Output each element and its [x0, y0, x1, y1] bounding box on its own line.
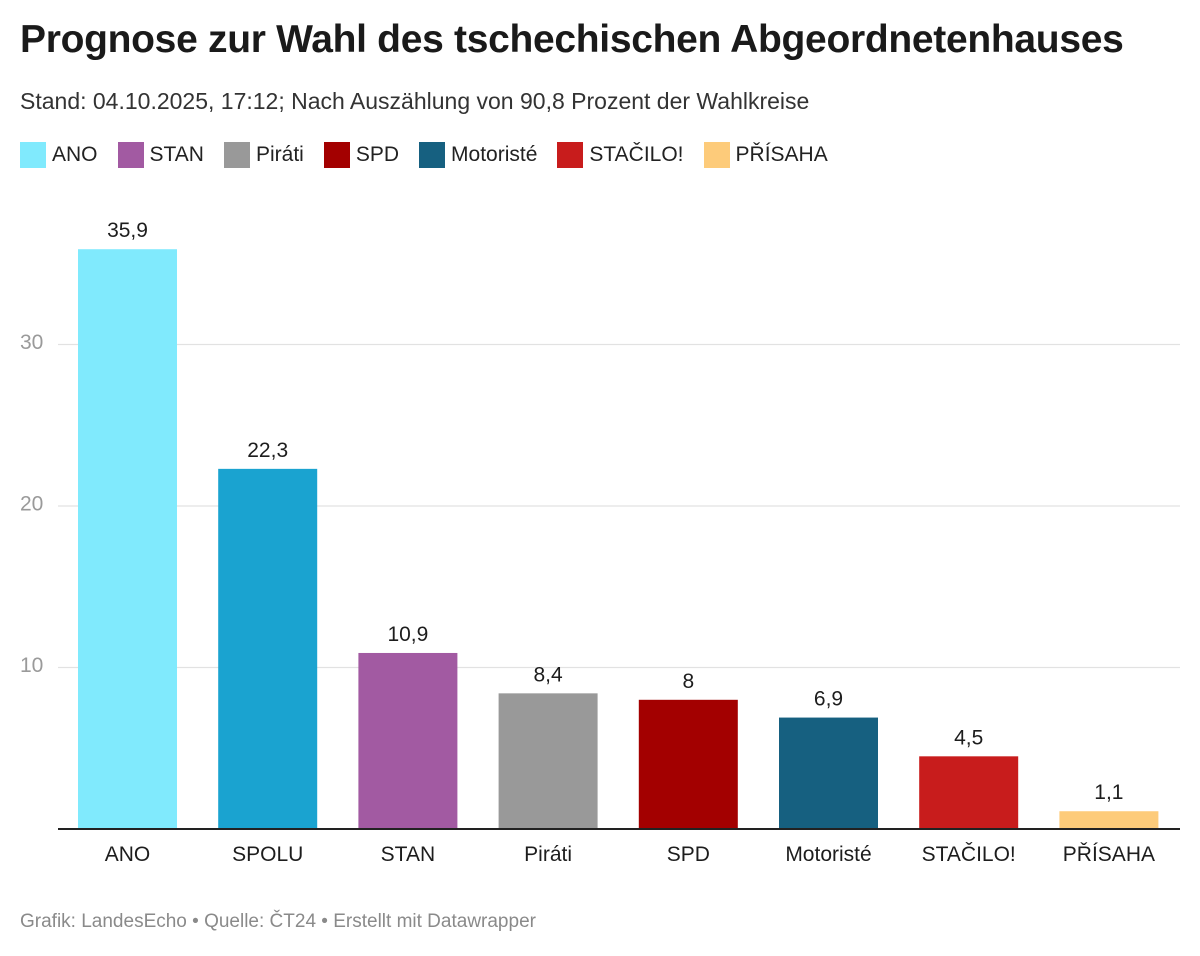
x-tick-label: STAN [381, 843, 435, 866]
legend-label: ANO [52, 143, 98, 166]
x-tick-label: SPOLU [232, 843, 303, 866]
bar-value-label: 35,9 [107, 219, 148, 242]
bar-value-label: 8 [682, 670, 694, 693]
legend-item: Motoristé [419, 142, 537, 168]
chart-title: Prognose zur Wahl des tschechischen Abge… [20, 18, 1124, 61]
bar-value-label: 6,9 [814, 688, 843, 711]
bar [779, 717, 878, 829]
bar [218, 468, 318, 829]
bar [358, 652, 458, 829]
legend-swatch [419, 142, 446, 168]
y-tick-label: 10 [20, 654, 43, 677]
bar [498, 693, 598, 829]
bar-value-label: 4,5 [954, 726, 983, 749]
legend-label: Piráti [255, 143, 304, 166]
legend-swatch [703, 142, 730, 168]
legend-label: PŘÍSAHA [735, 143, 828, 166]
x-tick-label: SPD [667, 843, 710, 866]
legend-swatch [117, 142, 144, 168]
y-tick-label: 30 [20, 331, 43, 354]
legend-item: STAN [117, 142, 204, 168]
bar [1059, 811, 1159, 829]
legend-swatch [323, 142, 350, 168]
legend-swatch [223, 142, 250, 168]
bar-value-label: 1,1 [1094, 781, 1123, 804]
chart-subtitle: Stand: 04.10.2025, 17:12; Nach Auszählun… [20, 88, 810, 114]
bar-value-label: 8,4 [533, 663, 563, 686]
legend-item: SPD [323, 142, 400, 168]
legend-label: STAČILO! [589, 143, 684, 166]
legend-label: SPD [355, 143, 400, 166]
bar [919, 756, 1019, 829]
x-tick-label: ANO [105, 843, 151, 866]
x-tick-label: STAČILO! [922, 843, 1016, 866]
x-tick-label: Piráti [524, 843, 572, 866]
legend-label: Motoristé [451, 143, 538, 166]
legend-item: PŘÍSAHA [703, 142, 828, 168]
legend: ANO STAN Piráti SPD Motoristé STAČILO! PŘÍSAHA [20, 142, 828, 168]
bar-chart: 10 20 30 35,9 ANO 22,3 SPOLU 10,9 STAN 8,4 Piráti 8… [20, 219, 1180, 866]
legend-label: STAN [149, 143, 204, 166]
bar [78, 249, 177, 830]
legend-item: Piráti [223, 142, 304, 168]
y-tick-label: 20 [20, 493, 43, 516]
legend-item: STAČILO! [557, 142, 684, 168]
source-credit: Grafik: LandesEcho • Quelle: ČT24 • Erst… [20, 911, 536, 932]
x-tick-label: Motoristé [785, 843, 871, 866]
bar-value-label: 10,9 [387, 623, 428, 646]
legend-swatch [20, 142, 46, 168]
bar-value-label: 22,3 [247, 439, 288, 462]
legend-item: ANO [20, 142, 98, 168]
legend-swatch [557, 142, 584, 168]
bar [638, 699, 738, 829]
x-tick-label: PŘÍSAHA [1063, 843, 1155, 866]
